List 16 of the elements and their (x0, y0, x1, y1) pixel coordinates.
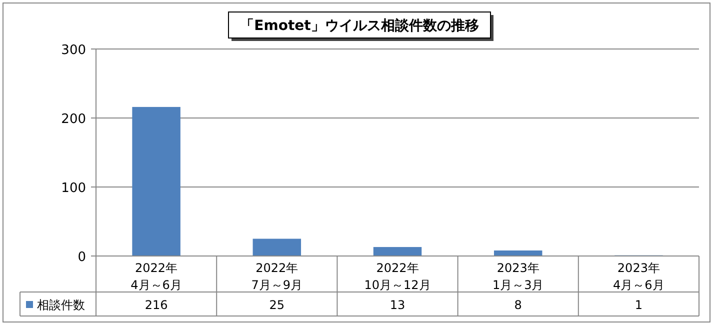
y-tick-label: 0 (78, 250, 86, 265)
chart-title: 「Emotet」ウイルス相談件数の推移 (240, 17, 479, 34)
data-label: 216 (144, 298, 168, 312)
y-tick-label: 300 (61, 43, 86, 58)
x-tick-label: 2023年 4月～6月 (613, 261, 664, 292)
y-tick-label: 200 (61, 112, 86, 127)
x-tick-label: 2023年 1月～3月 (492, 261, 544, 292)
data-label: 1 (634, 298, 643, 312)
y-tick-label: 100 (61, 181, 86, 196)
x-tick-label: 2022年 7月～9月 (251, 261, 303, 292)
legend-label: 相談件数 (37, 298, 85, 312)
x-tick-label: 2022年 10月～12月 (364, 261, 431, 292)
data-label: 13 (390, 298, 406, 312)
x-tick-label: 2022年 4月～6月 (130, 261, 182, 292)
data-label: 8 (514, 298, 522, 312)
data-label: 25 (269, 298, 285, 312)
